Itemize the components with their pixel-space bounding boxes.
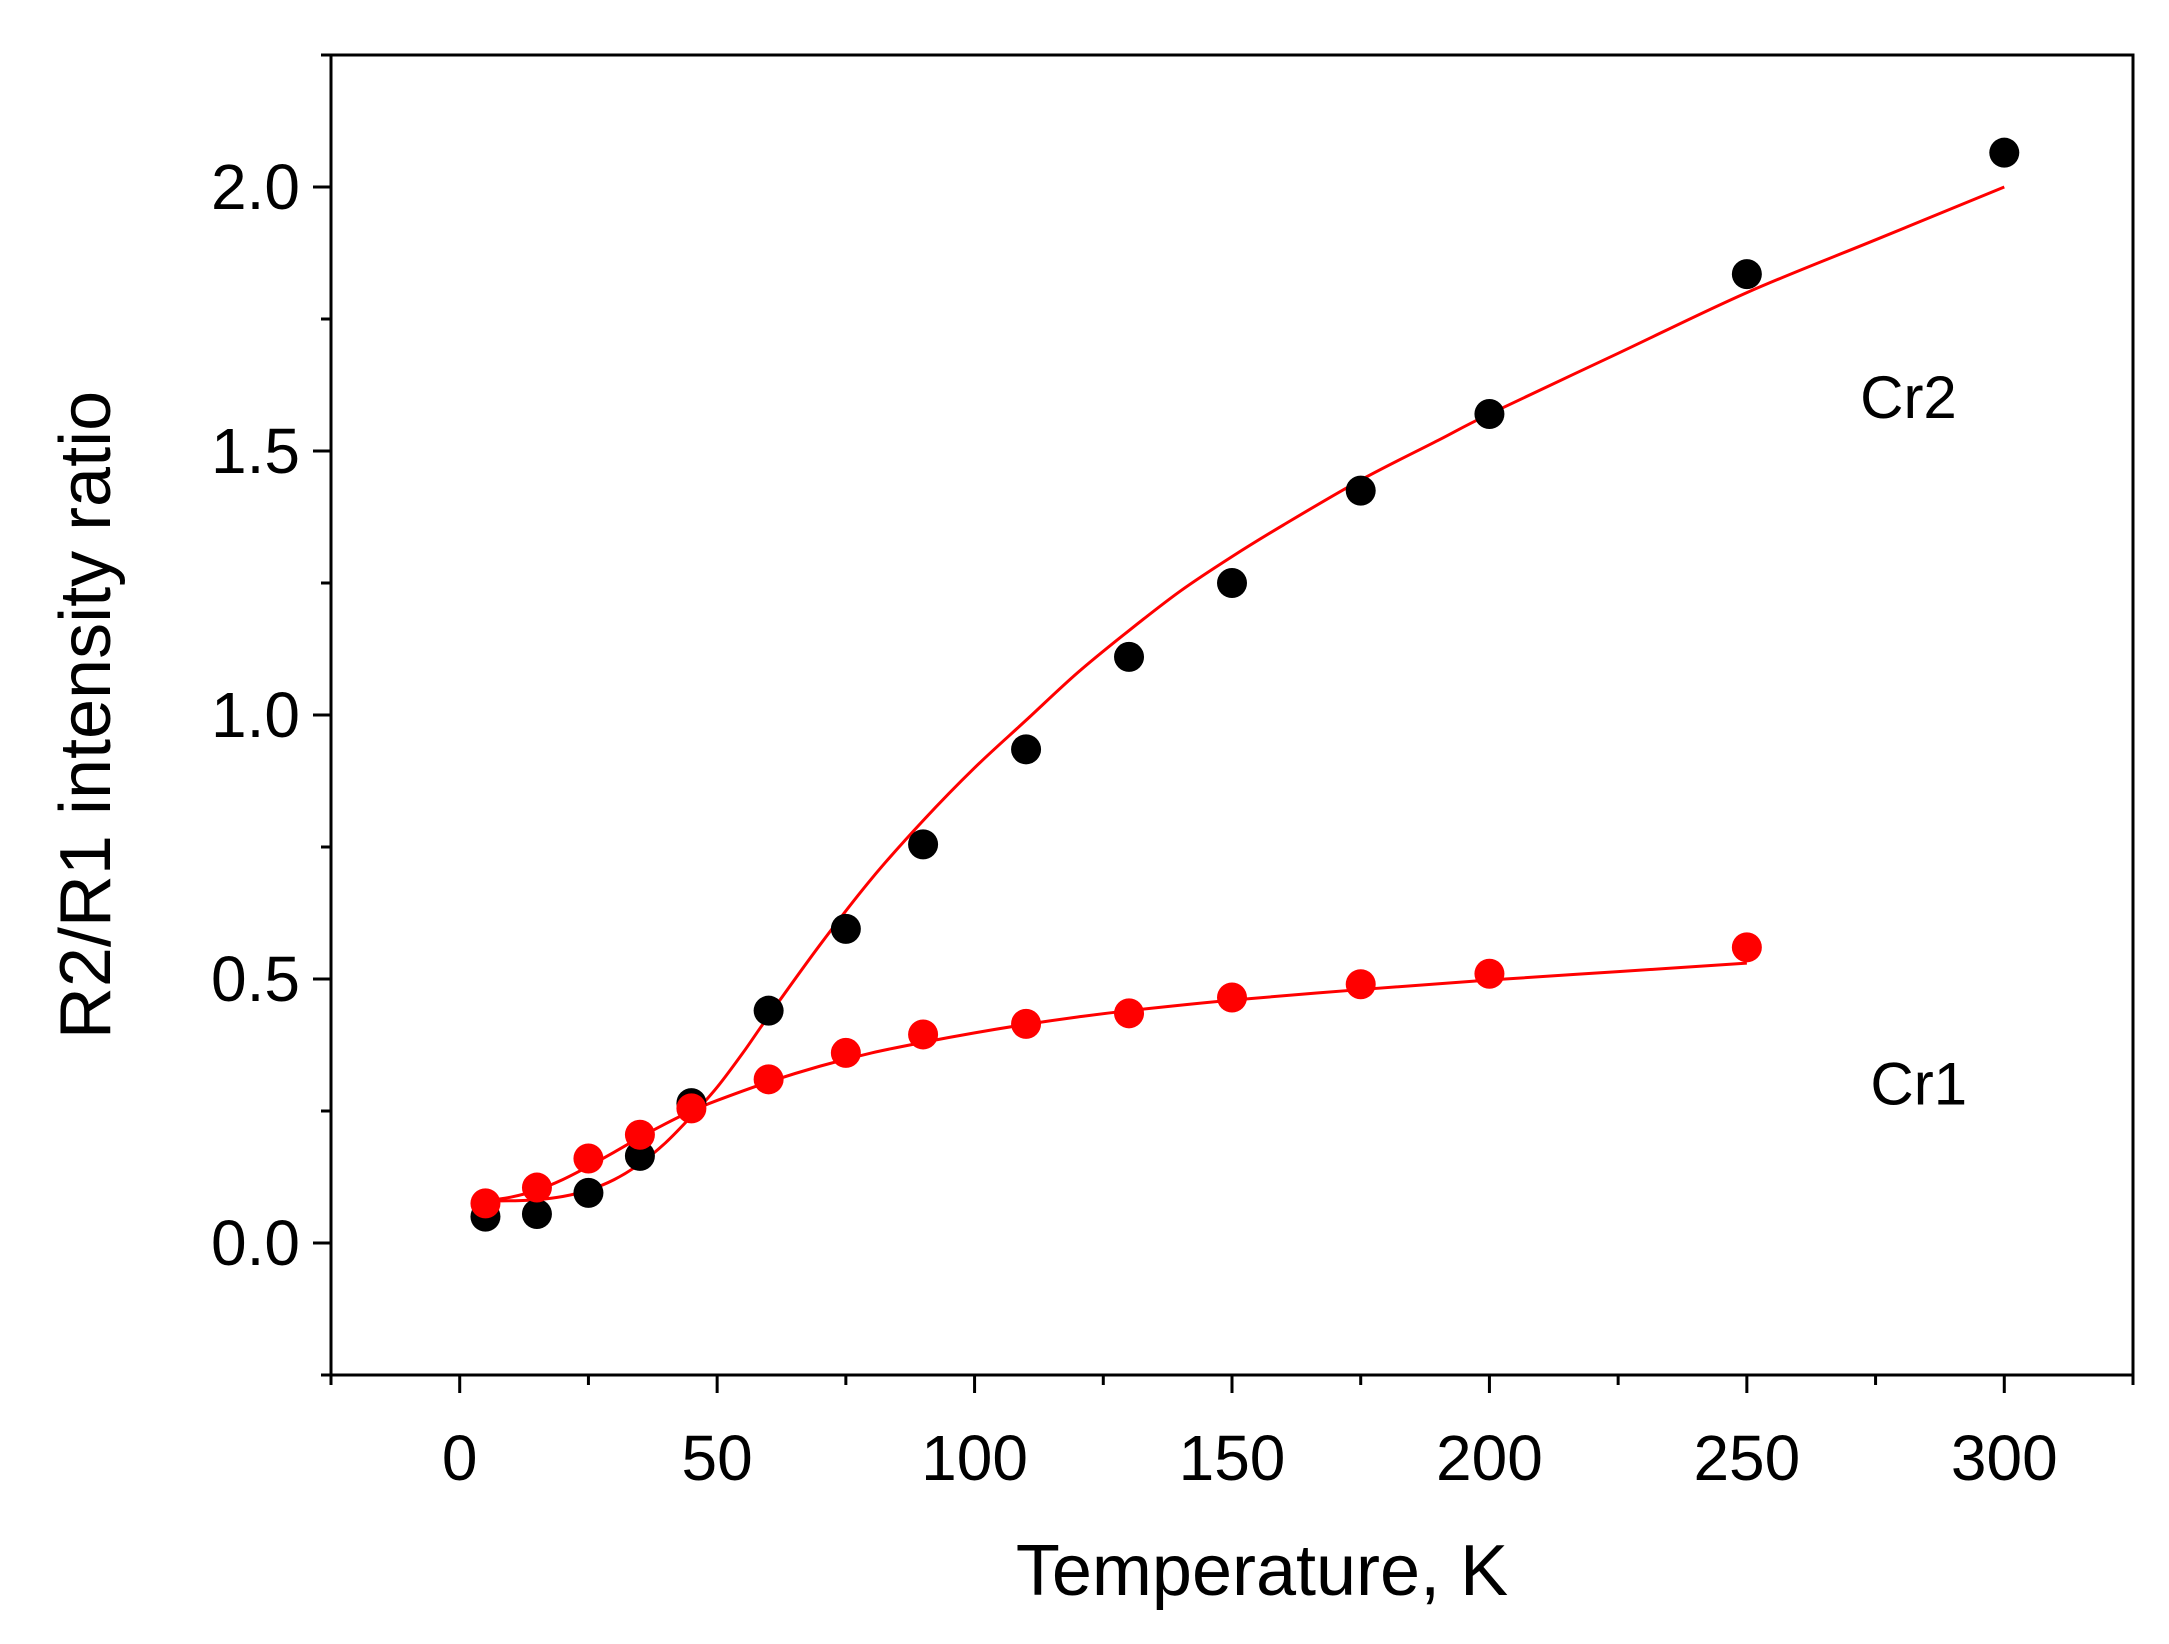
x-axis-label: Temperature, K bbox=[1016, 1531, 1508, 1611]
data-point-cr1 bbox=[753, 1064, 784, 1095]
x-tick-label: 200 bbox=[1436, 1422, 1543, 1494]
data-point-cr2 bbox=[908, 829, 939, 860]
data-point-cr2 bbox=[1011, 734, 1042, 765]
y-tick-label: 0.0 bbox=[211, 1207, 300, 1279]
y-tick-label: 2.0 bbox=[211, 151, 300, 223]
data-point-cr1 bbox=[908, 1019, 939, 1050]
data-point-cr2 bbox=[1217, 568, 1247, 598]
data-point-cr1 bbox=[1217, 982, 1247, 1013]
data-point-cr1 bbox=[1011, 1008, 1042, 1039]
data-point-cr2 bbox=[753, 995, 784, 1026]
data-point-cr2 bbox=[1345, 475, 1376, 506]
series-annotation: Cr2 bbox=[1860, 364, 1957, 431]
data-point-cr2 bbox=[624, 1140, 655, 1171]
y-tick-label: 0.5 bbox=[211, 943, 300, 1015]
x-tick-label: 150 bbox=[1179, 1422, 1286, 1494]
data-point-cr1 bbox=[1474, 958, 1505, 989]
data-point-cr2 bbox=[573, 1177, 604, 1208]
data-point-cr2 bbox=[830, 913, 861, 944]
data-point-cr2 bbox=[1474, 399, 1505, 430]
data-point-cr2 bbox=[521, 1198, 552, 1229]
data-point-cr1 bbox=[521, 1172, 552, 1203]
x-tick-label: 50 bbox=[682, 1422, 753, 1494]
y-axis-label: R2/R1 intensity ratio bbox=[46, 391, 126, 1039]
fit-curve-cr1 bbox=[485, 961, 1747, 1203]
annotations: Cr2 Cr1 bbox=[1860, 364, 1967, 1117]
plot-frame bbox=[329, 53, 2135, 1377]
fit-curve-cr2 bbox=[485, 185, 2005, 1203]
y-tick-label: 1.0 bbox=[211, 679, 300, 751]
fit-curves bbox=[485, 185, 2005, 1203]
data-point-cr2 bbox=[1989, 137, 2020, 168]
data-point-cr1 bbox=[1114, 998, 1145, 1029]
data-point-cr2 bbox=[1114, 641, 1145, 672]
x-tick-label: 100 bbox=[921, 1422, 1028, 1494]
x-tick-label: 300 bbox=[1951, 1422, 2058, 1494]
data-point-cr2 bbox=[1731, 259, 1762, 290]
series-annotation: Cr1 bbox=[1870, 1051, 1967, 1118]
data-point-cr1 bbox=[573, 1143, 604, 1174]
data-point-cr1 bbox=[1345, 969, 1376, 1000]
data-point-cr1 bbox=[624, 1119, 655, 1150]
data-point-cr1 bbox=[830, 1037, 861, 1068]
data-point-cr1 bbox=[470, 1188, 501, 1219]
y-tick-label: 1.5 bbox=[211, 415, 300, 487]
x-tick-label: 0 bbox=[442, 1422, 478, 1494]
axis-ticks bbox=[313, 53, 2135, 1393]
data-point-cr1 bbox=[1731, 932, 1762, 963]
x-tick-label: 250 bbox=[1693, 1422, 1800, 1494]
tick-labels: 0 50 100 150 200 250 300 0.0 0.5 1.0 1.5 2.0 bbox=[211, 151, 2058, 1494]
data-point-cr1 bbox=[676, 1093, 707, 1124]
data-points bbox=[470, 137, 2020, 1232]
